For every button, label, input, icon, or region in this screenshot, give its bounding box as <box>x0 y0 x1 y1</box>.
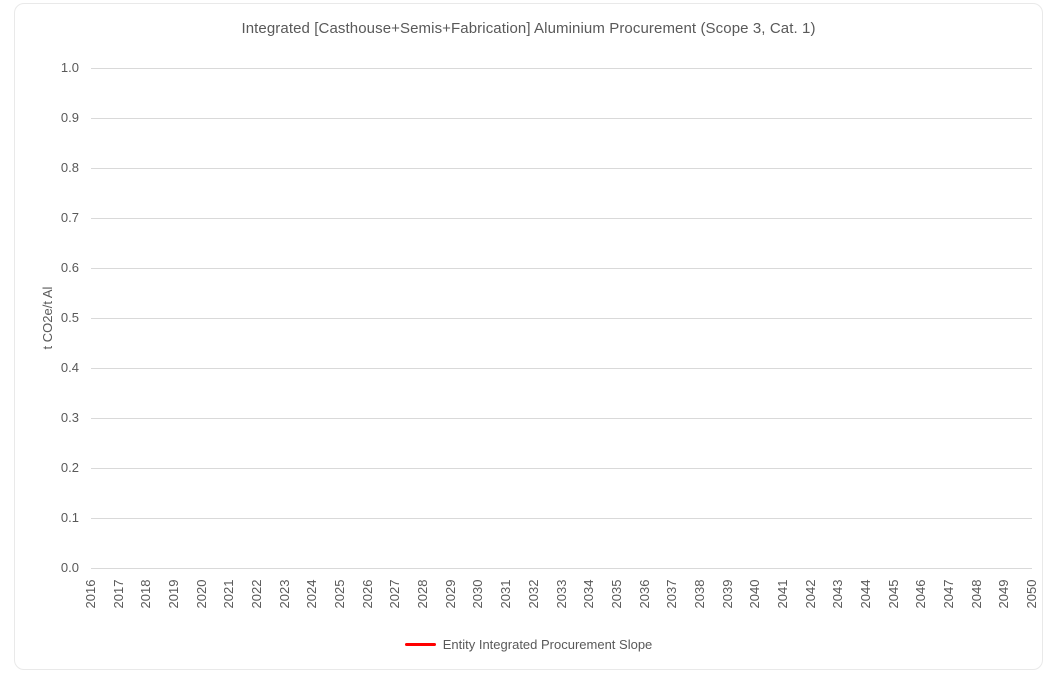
x-tick-label: 2037 <box>664 579 680 609</box>
x-tick-label: 2044 <box>857 579 873 609</box>
x-tick-label: 2046 <box>913 579 929 609</box>
x-tick-label: 2032 <box>525 579 541 609</box>
y-tick-label: 1.0 <box>60 60 79 75</box>
x-tick-label: 2038 <box>691 579 707 609</box>
x-tick-label: 2027 <box>387 579 403 609</box>
y-tick-label: 0.6 <box>60 260 79 275</box>
x-tick-label: 2029 <box>442 579 458 609</box>
y-tick-label: 0.3 <box>60 410 79 425</box>
x-tick-label: 2016 <box>83 579 98 609</box>
gridline <box>91 118 1032 119</box>
x-tick-label: 2030 <box>470 579 486 609</box>
x-tick-label: 2017 <box>110 579 126 609</box>
x-tick-label: 2020 <box>193 579 209 609</box>
chart-frame: Integrated [Casthouse+Semis+Fabrication]… <box>14 3 1043 670</box>
x-tick-label: 2019 <box>166 579 182 609</box>
gridline <box>91 568 1032 569</box>
legend-label: Entity Integrated Procurement Slope <box>442 637 653 652</box>
x-tick-label: 2036 <box>636 579 652 609</box>
gridline <box>91 468 1032 469</box>
x-tick-label: 2039 <box>719 579 735 609</box>
x-tick-label: 2023 <box>276 579 292 609</box>
x-tick-label: 2022 <box>249 579 265 609</box>
gridline <box>91 168 1032 169</box>
gridline <box>91 418 1032 419</box>
x-tick-label: 2045 <box>885 579 901 609</box>
x-tick-label: 2041 <box>774 579 790 609</box>
y-tick-label: 0.0 <box>60 560 79 575</box>
y-tick-label: 0.9 <box>60 110 79 125</box>
gridline <box>91 218 1032 219</box>
y-tick-label: 0.8 <box>60 160 79 175</box>
x-tick-label: 2043 <box>830 579 846 609</box>
x-tick-label: 2021 <box>221 579 237 609</box>
gridline <box>91 68 1032 69</box>
x-tick-label: 2024 <box>304 579 320 609</box>
x-tick-label: 2026 <box>359 579 375 609</box>
x-tick-label: 2035 <box>608 579 624 609</box>
x-tick-label: 2040 <box>747 579 763 609</box>
x-tick-label: 2048 <box>968 579 984 609</box>
y-tick-label: 0.5 <box>60 310 79 325</box>
plot-area <box>91 68 1032 569</box>
x-tick-label: 2049 <box>996 579 1012 609</box>
chart-title: Integrated [Casthouse+Semis+Fabrication]… <box>241 20 816 37</box>
y-tick-label: 0.4 <box>60 360 79 375</box>
gridline <box>91 268 1032 269</box>
x-tick-label: 2018 <box>138 579 154 609</box>
x-tick-label: 2047 <box>940 579 956 609</box>
x-tick-label: 2050 <box>1024 579 1039 609</box>
y-tick-label: 0.1 <box>60 510 79 525</box>
x-tick-label: 2025 <box>332 579 348 609</box>
x-tick-label: 2028 <box>415 579 431 609</box>
gridline <box>91 368 1032 369</box>
x-tick-label: 2033 <box>553 579 569 609</box>
y-tick-label: 0.7 <box>60 210 79 225</box>
legend-line-marker <box>404 643 436 646</box>
gridline <box>91 518 1032 519</box>
y-tick-label: 0.2 <box>60 460 79 475</box>
x-tick-label: 2042 <box>802 579 818 609</box>
gridline <box>91 318 1032 319</box>
legend: Entity Integrated Procurement Slope <box>15 637 1042 652</box>
x-tick-label: 2034 <box>581 579 597 609</box>
x-tick-label: 2031 <box>498 579 514 609</box>
